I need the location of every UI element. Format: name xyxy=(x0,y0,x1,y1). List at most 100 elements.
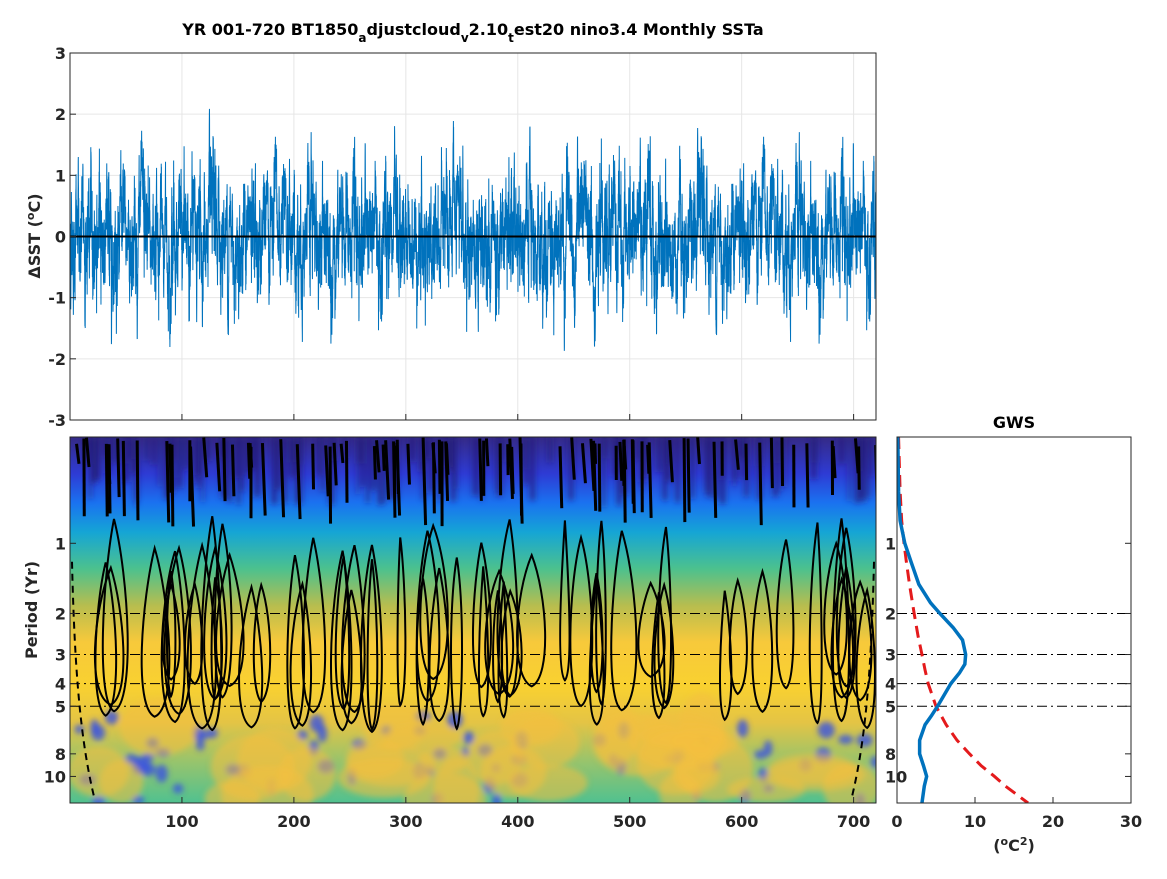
wavelet-contour-streak xyxy=(688,439,689,513)
wavelet-texture-streak xyxy=(254,437,257,497)
wavelet-contour-streak xyxy=(374,446,375,479)
gws-title: GWS xyxy=(993,413,1035,432)
wavelet-contour-streak xyxy=(167,441,169,522)
wavelet-texture-streak xyxy=(776,437,779,463)
wavelet-texture-streak xyxy=(316,437,321,476)
wavelet-texture-blob xyxy=(737,720,748,738)
wavelet-texture-streak xyxy=(848,437,850,501)
wavelet-texture-streak xyxy=(838,437,844,464)
wavelet-texture-streak xyxy=(472,437,478,496)
timeseries-ytick-label: 2 xyxy=(55,105,66,124)
wavelet-contour-streak xyxy=(807,443,808,507)
gws-ytick-label: 3 xyxy=(885,646,896,665)
wavelet-contour-streak xyxy=(746,444,747,481)
wavelet-texture-patch xyxy=(434,756,480,823)
wavelet-contour-streak xyxy=(512,447,513,494)
wavelet-ytick-label: 4 xyxy=(55,675,66,694)
wavelet-contour-streak xyxy=(599,444,600,512)
wavelet-xtick-label: 200 xyxy=(277,812,310,831)
wavelet-contour-streak xyxy=(446,443,448,474)
gws-ytick-label: 10 xyxy=(885,767,907,786)
timeseries-ytick-label: 3 xyxy=(55,44,66,63)
wavelet-texture-patch xyxy=(237,728,311,792)
wavelet-texture-streak xyxy=(158,437,160,486)
wavelet-texture-streak xyxy=(522,437,526,469)
wavelet-texture-blob xyxy=(105,710,119,724)
timeseries-ytick-label: -2 xyxy=(48,350,66,369)
wavelet-ytick-label: 8 xyxy=(55,745,66,764)
wavelet-contour-streak xyxy=(560,446,562,508)
wavelet-texture-streak xyxy=(635,437,638,460)
wavelet-texture-streak xyxy=(361,437,365,487)
wavelet-texture-blob xyxy=(492,793,501,809)
wavelet-texture-streak xyxy=(184,437,187,470)
wavelet-texture-streak xyxy=(740,437,742,478)
gws-xtick-label: 10 xyxy=(964,812,986,831)
wavelet-contour-streak xyxy=(106,444,107,517)
title-part: v xyxy=(461,31,469,45)
wavelet-texture-blob xyxy=(173,784,183,794)
wavelet-xtick-label: 300 xyxy=(389,812,422,831)
wavelet-texture-patch xyxy=(727,776,805,802)
wavelet-texture-streak xyxy=(201,437,203,477)
wavelet-texture-streak xyxy=(89,437,92,499)
wavelet-contour-streak xyxy=(341,444,343,463)
wavelet-contour-streak xyxy=(714,442,716,518)
wavelet-texture-streak xyxy=(690,437,694,499)
gws-ytick-label: 5 xyxy=(885,697,896,716)
wavelet-contour-streak xyxy=(486,438,487,466)
wavelet-texture-streak xyxy=(548,437,552,462)
wavelet-texture-streak xyxy=(152,437,156,465)
wavelet-texture-streak xyxy=(94,437,99,480)
wavelet-texture-streak xyxy=(245,437,247,475)
wavelet-texture-patch xyxy=(99,760,143,804)
wavelet-contour-streak xyxy=(439,440,440,494)
wavelet-ytick-label: 1 xyxy=(55,534,66,553)
wavelet-ytick-label: 5 xyxy=(55,697,66,716)
wavelet-texture-streak xyxy=(870,437,872,476)
wavelet-texture-streak xyxy=(706,437,711,497)
gws-ytick-label: 8 xyxy=(885,745,896,764)
title-part: djustcloud xyxy=(367,20,461,39)
wavelet-texture-streak xyxy=(241,437,244,491)
gws-xlabel: (oC2) xyxy=(993,835,1035,856)
timeseries-ytick-label: -3 xyxy=(48,411,66,430)
wavelet-texture-streak xyxy=(130,437,134,459)
wavelet-texture-streak xyxy=(675,437,680,502)
wavelet-texture-patch xyxy=(204,781,259,818)
wavelet-ytick-label: 2 xyxy=(55,604,66,623)
wavelet-contour-streak xyxy=(232,445,233,497)
wavelet-texture-streak xyxy=(530,437,535,500)
gws-ytick-label: 4 xyxy=(885,675,896,694)
wavelet-texture-blob xyxy=(196,739,205,751)
wavelet-xtick-label: 100 xyxy=(165,812,198,831)
wavelet-contour-streak xyxy=(408,444,410,485)
wavelet-texture-patch xyxy=(480,745,546,797)
wavelet-texture-blob xyxy=(871,756,881,768)
wavelet-contour-streak xyxy=(632,439,633,503)
wavelet-xtick-label: 500 xyxy=(613,812,646,831)
wavelet-texture-blob xyxy=(838,735,853,744)
wavelet-texture-streak xyxy=(234,437,239,478)
wavelet-contour-streak xyxy=(334,443,336,486)
wavelet-contour-streak xyxy=(782,437,783,486)
wavelet-texture-blob xyxy=(857,734,873,747)
wavelet-contour-streak xyxy=(859,446,860,489)
timeseries-ytick-label: -1 xyxy=(48,289,66,308)
wavelet-xtick-label: 600 xyxy=(725,812,758,831)
wavelet-xtick-label: 700 xyxy=(837,812,870,831)
timeseries-ytick-label: 1 xyxy=(55,166,66,185)
timeseries-ylabel: ΔSST (oC) xyxy=(24,193,45,278)
gws-ytick-label: 1 xyxy=(885,534,896,553)
title-part: YR 001-720 BT1850 xyxy=(181,20,358,39)
figure-title: YR 001-720 BT1850adjustcloudv2.10test20 … xyxy=(181,20,763,45)
gws-xtick-label: 30 xyxy=(1120,812,1142,831)
wavelet-texture-streak xyxy=(811,437,817,463)
wavelet-contour-streak xyxy=(224,438,225,501)
wavelet-contour-streak xyxy=(346,441,347,503)
